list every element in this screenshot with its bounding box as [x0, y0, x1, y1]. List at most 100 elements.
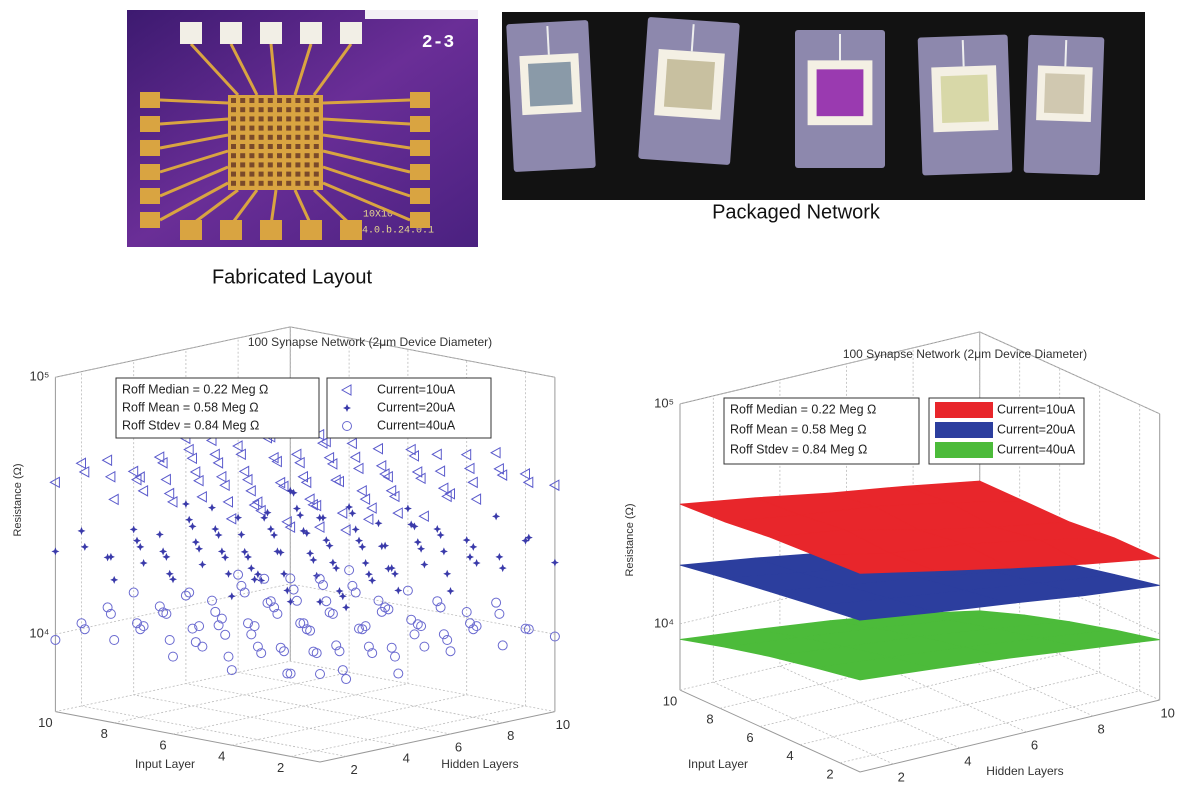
x-tick-label: 6 [455, 739, 462, 754]
data-point [342, 421, 352, 431]
data-point [219, 479, 230, 492]
data-point [362, 513, 374, 526]
data-point [432, 596, 443, 607]
data-point [138, 621, 149, 632]
data-point [257, 576, 266, 585]
data-point [467, 476, 478, 489]
lead [322, 133, 411, 150]
crossbar-cell [240, 116, 246, 122]
crossbar-cell [249, 180, 255, 186]
data-point [225, 512, 237, 525]
data-point [296, 511, 305, 520]
pad [140, 164, 160, 180]
data-point [101, 454, 113, 467]
data-point [411, 466, 423, 478]
data-point [108, 493, 119, 506]
data-point [309, 555, 318, 564]
data-point [181, 499, 190, 508]
bond-wire [690, 24, 695, 52]
data-point [207, 595, 217, 606]
data-point [244, 552, 252, 561]
legend-swatch [935, 402, 993, 418]
data-point [196, 491, 207, 503]
z-axis-label: Resistance (Ω) [12, 463, 24, 536]
axis-edge [679, 689, 1160, 773]
z-tick-label: 10⁴ [654, 615, 674, 630]
data-point [163, 487, 175, 500]
data-point [366, 502, 377, 514]
data-point [385, 484, 397, 497]
crossbar-cell [267, 180, 273, 186]
data-point [336, 507, 348, 519]
data-point [330, 474, 341, 486]
chip-label: 10X10 [363, 210, 393, 221]
die [816, 69, 864, 117]
data-point [271, 455, 282, 468]
bond-wire [1064, 40, 1068, 67]
data-point [351, 525, 360, 534]
data-point [299, 526, 308, 535]
data-point [266, 525, 275, 534]
data-point [347, 580, 358, 591]
data-point [288, 584, 299, 595]
pad [410, 116, 430, 132]
annotation-box [723, 397, 920, 465]
crossbar-cell [231, 171, 236, 177]
data-point [446, 587, 455, 596]
data-point [233, 569, 244, 580]
y-tick-label: 4 [786, 748, 793, 763]
data-point [109, 634, 120, 645]
data-point [197, 641, 208, 652]
data-point [263, 508, 272, 517]
lead [159, 165, 229, 198]
pad [410, 92, 430, 108]
y-axis-label: Input Layer [135, 757, 195, 771]
data-point [436, 531, 445, 540]
data-point [326, 458, 338, 470]
crossbar-cell [277, 125, 282, 131]
data-point [316, 597, 324, 606]
crossbar-cell [304, 116, 310, 122]
legend-label: Current=20uA [377, 400, 456, 414]
lead [312, 43, 353, 96]
pad [410, 140, 430, 156]
data-point [460, 448, 472, 461]
y-tick-label: 8 [101, 726, 108, 741]
data-point [50, 634, 61, 645]
package [638, 17, 740, 165]
data-point [213, 620, 224, 631]
data-point [106, 552, 115, 561]
data-point [549, 631, 560, 642]
grid-line [114, 338, 350, 724]
data-point [189, 466, 201, 478]
crossbar-cell [313, 134, 319, 140]
data-point [128, 587, 139, 598]
data-point [268, 451, 279, 464]
data-point [433, 525, 442, 534]
pad [140, 212, 160, 228]
data-point [251, 496, 263, 508]
y-tick-label: 8 [706, 712, 713, 727]
crossbar-cell [304, 171, 310, 177]
data-point [80, 542, 89, 551]
data-point [321, 596, 332, 607]
data-point [431, 448, 442, 461]
crossbar-cell [313, 144, 319, 149]
data-point [463, 462, 475, 475]
pad [260, 220, 282, 240]
data-point [259, 573, 270, 584]
data-point [334, 646, 345, 657]
y-tick-label: 6 [746, 730, 753, 745]
legend-label: Current=10uA [377, 382, 456, 396]
crossbar-cell [249, 144, 255, 149]
legend-label: Current=20uA [997, 422, 1076, 436]
data-point [466, 552, 474, 561]
pad [180, 22, 202, 44]
grid-line [55, 583, 555, 635]
data-point [316, 437, 328, 449]
data-point [292, 504, 301, 513]
lead [269, 43, 278, 96]
lead [322, 117, 411, 126]
crossbar-cell [313, 162, 319, 168]
data-point [338, 592, 347, 601]
